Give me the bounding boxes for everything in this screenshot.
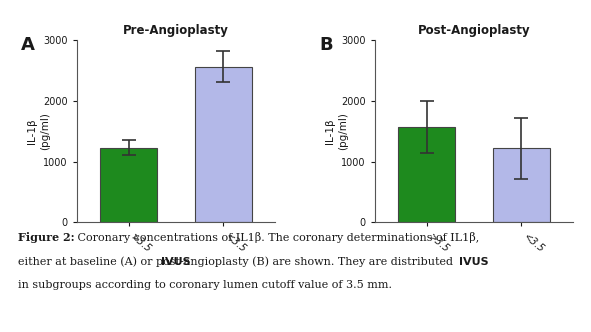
X-axis label: IVUS: IVUS [459, 257, 489, 267]
Bar [493, 148, 550, 222]
Y-axis label: IL-1β
(pg/ml): IL-1β (pg/ml) [325, 112, 349, 150]
Title: Post-Angioplasty: Post-Angioplasty [418, 24, 530, 37]
Text: either at baseline (A) or post-angioplasty (B) are shown. They are distributed: either at baseline (A) or post-angioplas… [18, 256, 453, 267]
Bar [195, 67, 252, 222]
Text: Figure 2:: Figure 2: [18, 232, 74, 243]
Bar [398, 127, 455, 222]
Y-axis label: IL-1β
(pg/ml): IL-1β (pg/ml) [27, 112, 51, 150]
Text: in subgroups according to coronary lumen cutoff value of 3.5 mm.: in subgroups according to coronary lumen… [18, 280, 392, 290]
Text: B: B [319, 36, 333, 54]
Bar [100, 147, 157, 222]
X-axis label: IVUS: IVUS [161, 257, 191, 267]
Title: Pre-Angioplasty: Pre-Angioplasty [123, 24, 229, 37]
Text: A: A [21, 36, 35, 54]
Text: Coronary concentrations of IL1β. The coronary determinations of IL1β,: Coronary concentrations of IL1β. The cor… [74, 232, 480, 243]
